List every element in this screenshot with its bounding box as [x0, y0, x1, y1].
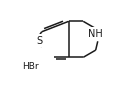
Text: S: S — [37, 36, 43, 46]
Text: NH: NH — [88, 29, 103, 39]
Text: HBr: HBr — [22, 62, 39, 71]
